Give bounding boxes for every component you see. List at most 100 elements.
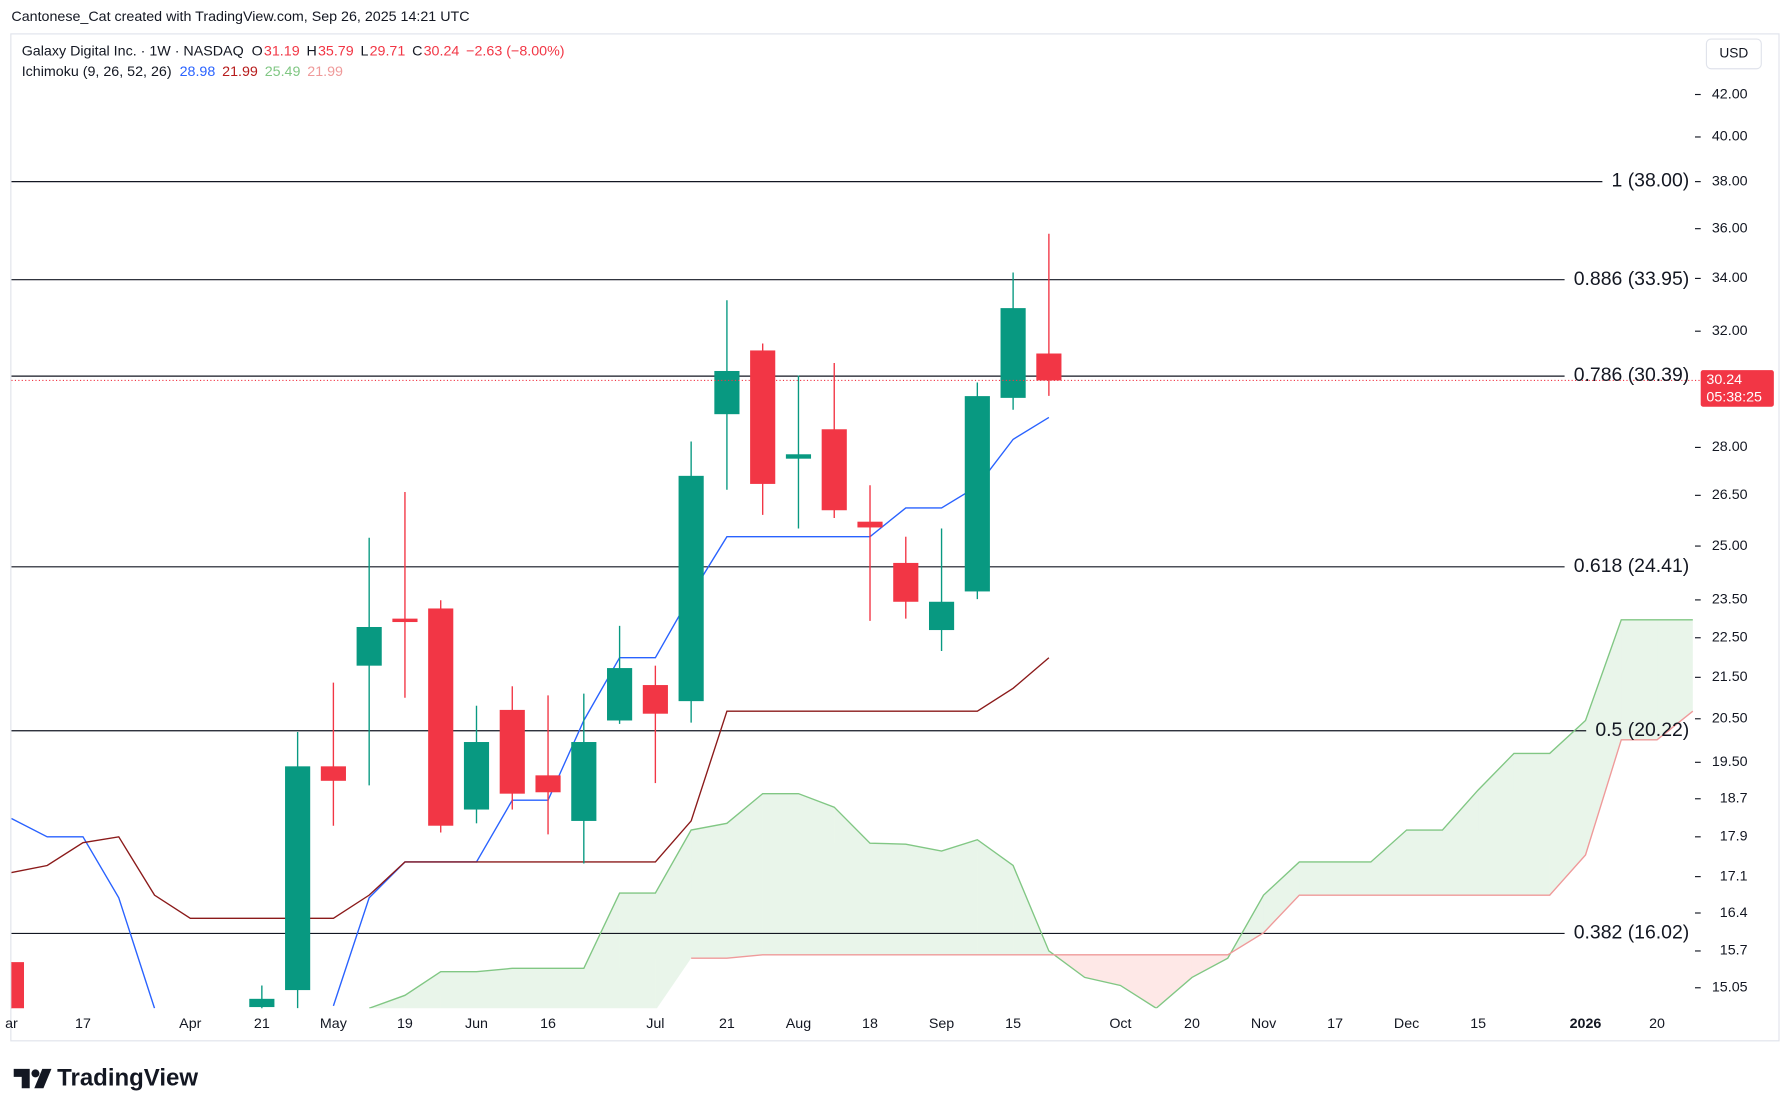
currency-box[interactable] [1705, 38, 1762, 70]
y-tick-label: 38.00 [1712, 173, 1748, 189]
legend-text: 21.99 [307, 64, 343, 80]
y-tick-label: 17.9 [1720, 829, 1748, 845]
legend-text: H [306, 43, 316, 59]
candle-body [463, 742, 490, 810]
candle-body [893, 562, 919, 602]
y-tick-label: 32.00 [1712, 323, 1748, 339]
cloud-fill [1478, 753, 1514, 896]
cloud-fill [655, 830, 692, 1009]
legend-text: 25.49 [265, 64, 301, 80]
x-tick-label: Jun [465, 1016, 488, 1032]
x-tick-label: 17 [1327, 1016, 1343, 1032]
candle-body [857, 521, 883, 528]
y-tick-label: 15.7 [1720, 943, 1748, 959]
candle-body [285, 766, 311, 991]
cloud-fill [1084, 954, 1121, 986]
candle-body [821, 429, 847, 511]
brand: TradingView [57, 1064, 198, 1091]
legend-text: −2.63 (−8.00%) [466, 43, 564, 59]
fib-label: 0.886 (33.95) [1574, 268, 1690, 290]
x-tick-label: Apr [179, 1016, 201, 1032]
y-tick-label: 23.50 [1712, 592, 1748, 608]
cloud-fill [977, 839, 1014, 955]
cloud-fill [1406, 830, 1443, 896]
y-tick-label: 16.4 [1720, 905, 1748, 921]
cloud-fill [619, 893, 656, 1009]
x-tick-label: Oct [1109, 1016, 1131, 1032]
cloud-fill [1621, 619, 1658, 740]
cloud-fill [1191, 954, 1228, 978]
legend-text: 21.99 [222, 64, 258, 80]
cloud-fill [1335, 861, 1371, 896]
ichimoku-line [11, 817, 156, 1009]
attribution: Cantonese_Cat created with TradingView.c… [11, 9, 469, 25]
cloud-fill [404, 971, 441, 1009]
cloud-fill [548, 968, 584, 1009]
cloud-fill [1657, 619, 1693, 740]
candle-body [750, 350, 776, 484]
x-tick-label: ar [5, 1016, 18, 1032]
cloud-fill [476, 968, 513, 1009]
currency: USD [1719, 46, 1748, 61]
x-tick-label: 17 [75, 1016, 91, 1032]
y-tick-label: 26.50 [1712, 487, 1748, 503]
legend-text: 29.71 [370, 43, 406, 59]
cloud-fill [870, 843, 906, 955]
ichimoku-line [368, 619, 1693, 1009]
fib-label: 0.382 (16.02) [1574, 922, 1690, 944]
y-tick-label: 22.50 [1712, 630, 1748, 646]
cloud-fill [834, 807, 871, 955]
legend-text: Ichimoku (9, 26, 52, 26) [22, 64, 172, 80]
x-tick-label: 15 [1470, 1016, 1486, 1032]
x-tick-label: 21 [719, 1016, 735, 1032]
y-tick-label: 40.00 [1712, 129, 1748, 145]
candle-body [392, 618, 418, 623]
y-tick-label: 19.50 [1712, 754, 1748, 770]
brand-logo [13, 1068, 52, 1089]
ichimoku-line [691, 710, 1694, 959]
y-tick-label: 28.00 [1712, 439, 1748, 455]
x-tick-label: Jul [646, 1016, 664, 1032]
candle-body [642, 685, 668, 714]
candle-body [356, 626, 382, 666]
cloud-fill [1442, 789, 1479, 896]
candle-body [11, 962, 25, 1009]
y-tick-label: 18.7 [1720, 791, 1748, 807]
legend-text: L [361, 43, 369, 59]
cloud-fill [1513, 753, 1550, 896]
y-tick-label: 34.00 [1712, 270, 1748, 286]
x-tick-label: 21 [254, 1016, 270, 1032]
cloud-fill [1585, 619, 1622, 856]
cloud-fill [1156, 954, 1192, 1009]
countdown: 05:38:25 [1706, 389, 1762, 405]
candle-body [785, 454, 812, 459]
candle-body [320, 766, 346, 781]
candle-body [571, 742, 597, 821]
candle-body [1000, 308, 1026, 398]
overlay: 1 (38.00) 0.886 (33.95) 0.786 (30.39) 0.618… [22, 43, 1774, 944]
candle-body [928, 601, 955, 631]
x-tick-label: 20 [1184, 1016, 1200, 1032]
logo-dot [31, 1069, 40, 1078]
x-tick-label: May [320, 1016, 348, 1032]
candle-body [964, 396, 990, 592]
plot-area [11, 181, 1701, 1009]
cloud-fill [941, 839, 978, 955]
logo-mark [13, 1068, 30, 1089]
y-tick-label: 21.50 [1712, 669, 1748, 685]
cloud-fill [691, 823, 727, 959]
candle-body [1036, 353, 1062, 381]
cloud-fill [440, 971, 477, 1009]
x-tick-label: 18 [862, 1016, 878, 1032]
cloud-fill [762, 793, 799, 955]
legend-text: Galaxy Digital Inc. · 1W · NASDAQ [22, 43, 244, 59]
cloud-fill [798, 793, 835, 955]
legend-text: 28.98 [180, 64, 216, 80]
x-tick-label: 2026 [1570, 1016, 1602, 1032]
cloud-fill [1120, 954, 1157, 1009]
y-tick-label: 42.00 [1712, 86, 1748, 102]
legend-text: C [412, 43, 422, 59]
ichimoku-line [11, 657, 1050, 920]
